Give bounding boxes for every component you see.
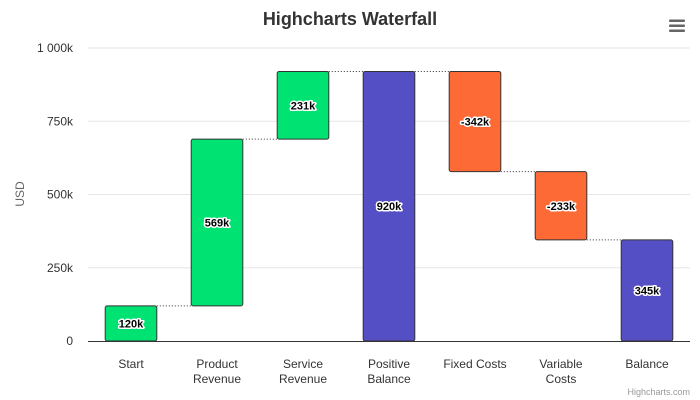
chart-title: Highcharts Waterfall	[263, 9, 437, 29]
x-category-label: Costs	[546, 372, 577, 386]
y-axis-ticks: 0 250k 500k 750k 1 000k	[37, 41, 74, 348]
x-category-label: Positive	[368, 357, 410, 371]
credits-link[interactable]: Highcharts.com	[627, 387, 690, 397]
bar[interactable]	[448, 70, 502, 173]
x-axis-categories: Start ProductRevenueServiceRevenuePositiv…	[118, 357, 669, 386]
bars	[104, 70, 674, 342]
x-category-label: Balance	[625, 357, 669, 371]
y-tick-label: 250k	[47, 261, 74, 275]
y-tick-label: 500k	[47, 188, 74, 202]
x-category-label: Variable	[539, 357, 582, 371]
data-label: 569k	[205, 217, 230, 229]
x-category-label: Fixed Costs	[443, 357, 506, 371]
data-label: 231k	[291, 100, 316, 112]
data-labels: 120k 569k 231k 920k -342k -233k 345k	[117, 99, 661, 332]
x-category-label: Revenue	[279, 372, 327, 386]
bar[interactable]	[190, 138, 244, 307]
x-category-label: Service	[283, 357, 323, 371]
y-tick-label: 750k	[47, 114, 74, 128]
bar[interactable]	[276, 70, 330, 140]
hamburger-menu-icon	[669, 19, 685, 32]
data-label: 920k	[377, 201, 402, 213]
x-category-label: Product	[196, 357, 238, 371]
x-category-label: Balance	[367, 372, 411, 386]
menu-button[interactable]	[664, 14, 690, 38]
data-label: 345k	[635, 285, 660, 297]
x-category-label: Start	[118, 357, 144, 371]
data-label: -233k	[547, 201, 576, 213]
y-axis-title: USD	[13, 181, 27, 207]
y-tick-label: 0	[66, 334, 73, 348]
y-tick-label: 1 000k	[37, 41, 74, 55]
data-label: 120k	[119, 318, 144, 330]
bar[interactable]	[534, 171, 588, 241]
x-category-label: Revenue	[193, 372, 241, 386]
data-label: -342k	[461, 117, 490, 129]
